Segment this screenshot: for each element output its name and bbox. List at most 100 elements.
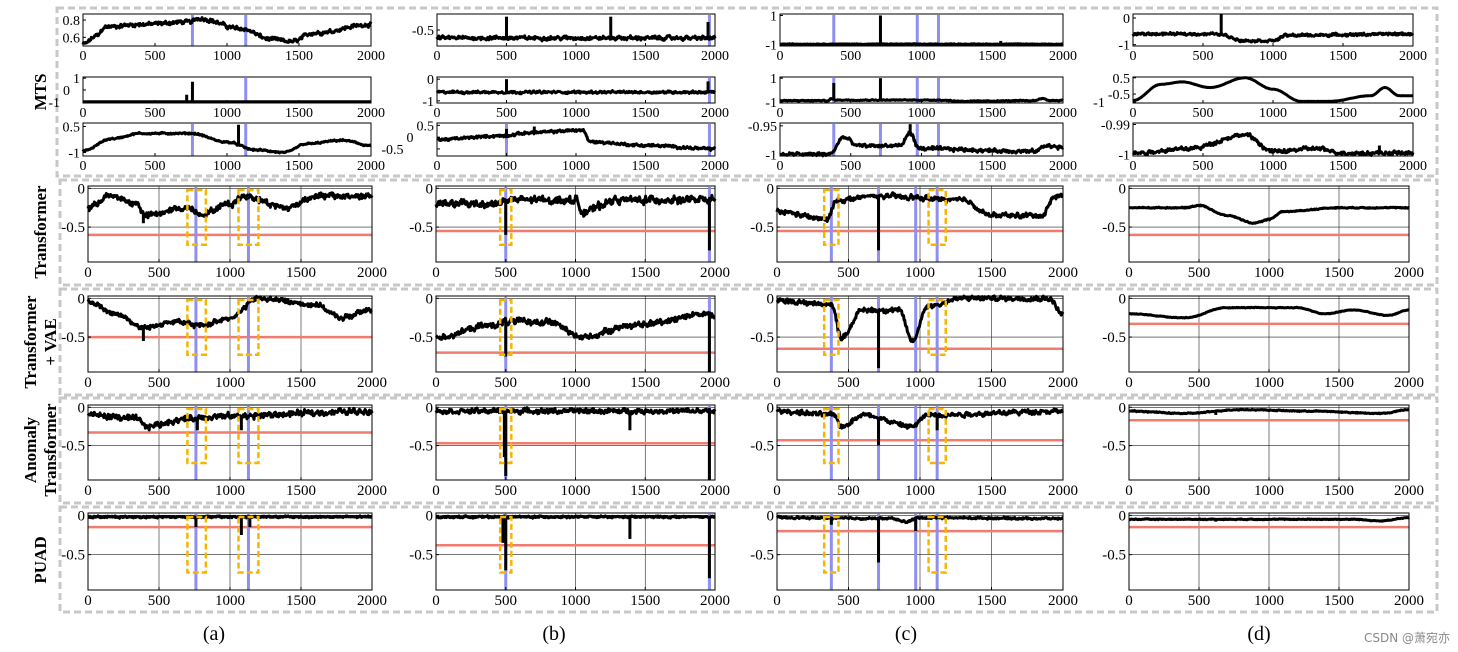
x-tick-label: 0: [80, 159, 87, 174]
x-tick-label: 1500: [285, 49, 313, 64]
y-tick-label: -1: [68, 147, 80, 162]
y-tick-label: 1: [73, 72, 80, 87]
highlight-box: [186, 298, 208, 356]
x-tick-label: 0: [84, 483, 92, 499]
x-tick-label: 1000: [213, 159, 241, 174]
x-tick-label: 500: [148, 375, 171, 391]
x-tick-label: 2000: [357, 159, 385, 174]
series-line: [1128, 516, 1410, 523]
x-tick-label: 500: [837, 483, 860, 499]
y-tick-label: -0.5: [1102, 439, 1126, 455]
axes-frame: [779, 13, 1064, 47]
x-tick-label: 1500: [977, 265, 1007, 281]
x-tick-label: 1500: [286, 265, 316, 281]
x-tick-label: 1500: [978, 49, 1006, 64]
x-tick-label: 1500: [978, 106, 1006, 121]
x-tick-label: 1500: [978, 159, 1006, 174]
x-tick-label: 500: [840, 159, 861, 174]
x-tick-label: 2000: [1394, 375, 1424, 391]
x-tick-label: 0: [434, 49, 441, 64]
x-tick-label: 1500: [977, 483, 1007, 499]
x-tick-label: 500: [495, 483, 518, 499]
x-tick-label: 2000: [1399, 49, 1427, 64]
x-tick-label: 500: [1193, 159, 1214, 174]
x-tick-label: 1000: [215, 593, 245, 609]
x-tick-label: 0: [1125, 483, 1133, 499]
highlight-box: [186, 188, 208, 246]
x-tick-label: 500: [496, 49, 517, 64]
series-line: [1128, 305, 1410, 320]
x-tick-label: 2000: [1394, 593, 1424, 609]
x-tick-label: 500: [837, 265, 860, 281]
x-tick-label: 1000: [1259, 49, 1287, 64]
panel-transformer-b: 0 500 1000 1500 2000 0 -0.5: [409, 181, 730, 281]
y-tick-label: -0.5: [381, 143, 403, 158]
highlight-box: [498, 298, 513, 356]
watermark: CSDN @萧宛亦: [1364, 630, 1450, 645]
x-tick-label: 2000: [1048, 593, 1078, 609]
highlight-box: [237, 407, 260, 465]
x-tick-label: 500: [145, 159, 166, 174]
x-tick-label: 500: [837, 593, 860, 609]
x-tick-label: 0: [1130, 159, 1137, 174]
x-tick-label: 0: [434, 106, 441, 121]
row-label: Anomaly: [21, 416, 40, 483]
x-tick-label: 2000: [701, 106, 729, 121]
x-tick-label: 0: [1130, 106, 1137, 121]
x-tick-label: 1000: [561, 593, 591, 609]
series-line: [435, 33, 717, 43]
panel-mts-c-3: 0 500 1000 1500 2000 -0.95 -1: [748, 120, 1077, 174]
y-tick-label: 1: [770, 9, 777, 24]
x-tick-label: 1000: [1259, 159, 1287, 174]
y-tick-label: 0: [1119, 400, 1127, 416]
x-tick-label: 500: [1188, 265, 1211, 281]
x-tick-label: 500: [1188, 593, 1211, 609]
panel-mts-b-1: 0 500 1000 1500 2000 -0.5: [412, 13, 729, 64]
axes-frame: [436, 13, 716, 47]
x-tick-label: 500: [495, 265, 518, 281]
panel-anomaly-transformer-b: 0 500 1000 1500 2000 0 -0.5: [409, 400, 730, 499]
panel-mts-c-1: 0 500 1000 1500 2000 1 -1: [765, 9, 1077, 64]
x-tick-label: 1000: [561, 483, 591, 499]
y-tick-label: -0.5: [1108, 88, 1130, 103]
y-tick-label: -0.5: [409, 439, 433, 455]
x-tick-label: 1000: [905, 593, 935, 609]
x-tick-label: 1500: [286, 375, 316, 391]
y-tick-label: 0: [426, 400, 434, 416]
x-tick-label: 500: [1188, 483, 1211, 499]
x-tick-label: 0: [773, 483, 781, 499]
x-tick-label: 500: [148, 265, 171, 281]
y-tick-label: 0: [767, 400, 775, 416]
column-label-c: (c): [895, 623, 917, 645]
x-tick-label: 1500: [632, 106, 660, 121]
x-tick-label: 2000: [1048, 375, 1078, 391]
panel-transformer-vae-a: 0 500 1000 1500 2000 0 -0.5: [61, 291, 387, 391]
panel-mts-c-2: 0 500 1000 1500 2000 1 -1: [765, 72, 1077, 121]
x-tick-label: 1500: [1324, 375, 1354, 391]
y-tick-label: -1: [1093, 96, 1105, 111]
y-tick-label: -0.5: [409, 548, 433, 564]
y-tick-label: 0.5: [417, 119, 435, 134]
x-tick-label: 500: [145, 49, 166, 64]
panel-transformer-vae-d: 0 500 1000 1500 2000 0 -0.5: [1102, 291, 1424, 391]
x-tick-label: 0: [432, 483, 440, 499]
x-tick-label: 1500: [1324, 265, 1354, 281]
x-tick-label: 0: [1125, 593, 1133, 609]
y-tick-label: -0.5: [750, 548, 774, 564]
axes-frame: [436, 122, 716, 157]
x-tick-label: 2000: [1399, 106, 1427, 121]
panel-transformer-vae-b: 0 500 1000 1500 2000 0 -0.5: [409, 291, 730, 391]
x-tick-label: 2000: [700, 593, 730, 609]
x-tick-label: 2000: [1048, 483, 1078, 499]
x-tick-label: 1000: [905, 265, 935, 281]
x-tick-label: 1000: [905, 483, 935, 499]
highlight-box: [186, 407, 208, 465]
series-line: [435, 514, 716, 520]
x-tick-label: 1000: [1254, 265, 1284, 281]
x-tick-label: 0: [777, 49, 784, 64]
x-tick-label: 0: [80, 49, 87, 64]
